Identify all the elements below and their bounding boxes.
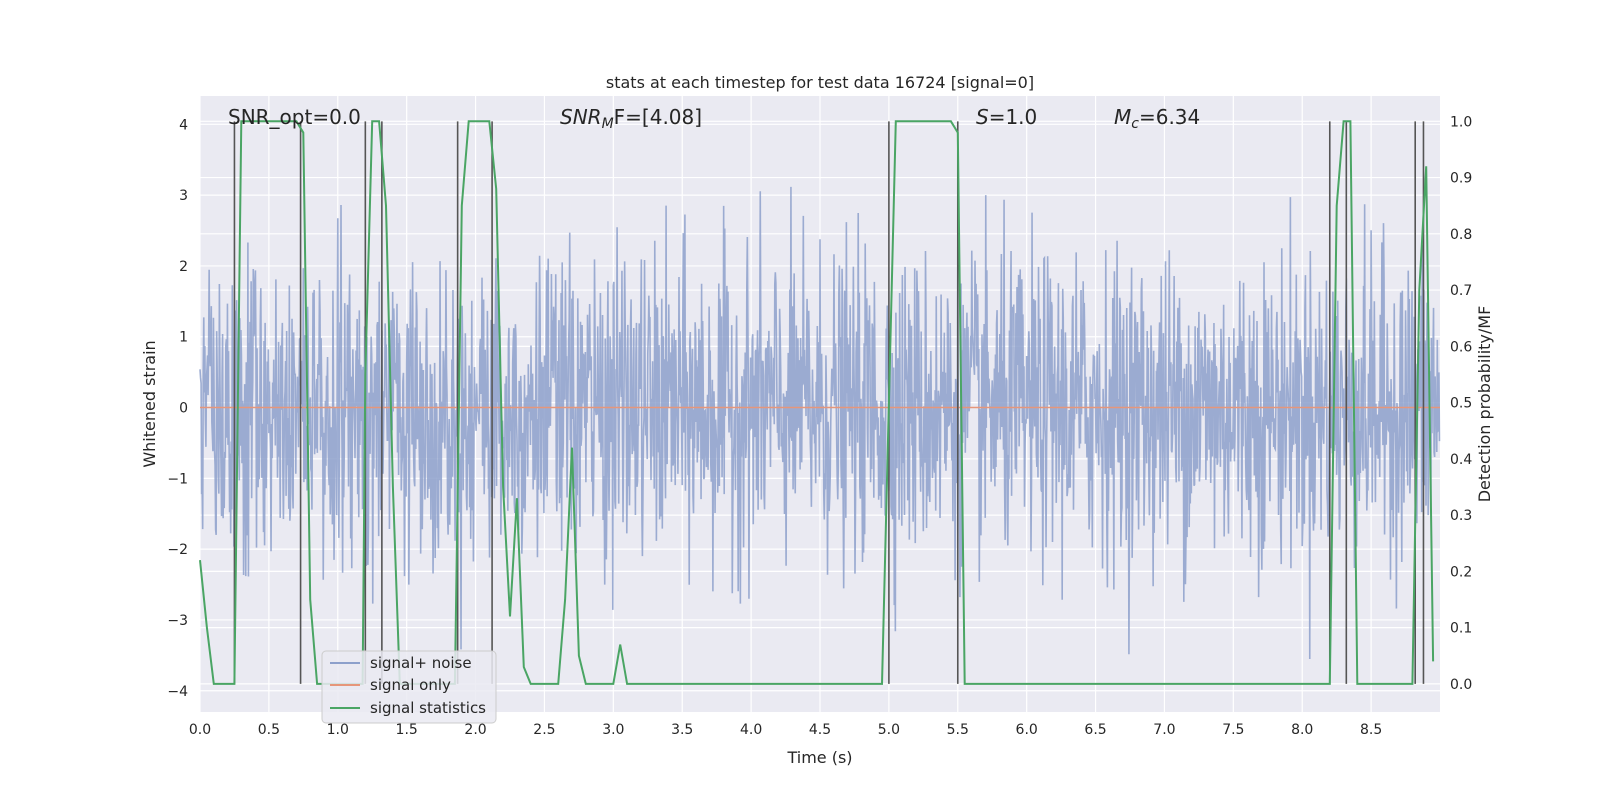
x-tick-3: 1.5 [396, 722, 418, 738]
y-left-tick-1: 3 [179, 188, 188, 204]
y-right-tick-5: 0.5 [1450, 396, 1472, 412]
signal-noise-series [199, 186, 1441, 659]
s-value: =1.0 [989, 105, 1038, 129]
x-tick-14: 7.0 [1153, 722, 1175, 738]
x-tick-15: 7.5 [1222, 722, 1244, 738]
mc-value: =6.34 [1139, 105, 1200, 129]
y-right-tick-7: 0.3 [1450, 508, 1472, 524]
x-tick-8: 4.0 [740, 722, 762, 738]
y-left-tick-3: 1 [179, 330, 188, 346]
x-tick-11: 5.5 [947, 722, 969, 738]
legend-label-signal: signal only [370, 676, 451, 694]
x-tick-6: 3.0 [602, 722, 624, 738]
snr-mf-symbol: SNR [560, 105, 602, 129]
mc-subscript: c [1131, 116, 1139, 132]
x-tick-13: 6.5 [1084, 722, 1106, 738]
x-tick-17: 8.5 [1360, 722, 1382, 738]
y-left-axis-label: Whitened strain [140, 340, 159, 467]
y-right-axis-label: Detection probability/MF [1475, 306, 1494, 503]
legend: signal+ noise signal only signal statist… [321, 650, 497, 724]
y-left-tick-labels: 4 3 2 1 0 −1 −2 −3 −4 [167, 117, 188, 699]
y-left-tick-0: 4 [179, 117, 188, 133]
y-left-tick-8: −4 [167, 684, 188, 700]
x-tick-1: 0.5 [258, 722, 280, 738]
annotation-snr-opt: SNR_opt=0.0 [228, 105, 361, 129]
x-tick-12: 6.0 [1016, 722, 1038, 738]
y-left-tick-4: 0 [179, 401, 188, 417]
y-right-tick-labels: 1.0 0.9 0.8 0.7 0.6 0.5 0.4 0.3 0.2 0.1 0.0 [1450, 114, 1472, 693]
y-right-tick-10: 0.0 [1450, 677, 1472, 693]
y-left-tick-2: 2 [179, 259, 188, 275]
annotation-mc: Mc=6.34 [1114, 105, 1200, 132]
x-tick-0: 0.0 [189, 722, 211, 738]
chart-title: stats at each timestep for test data 167… [606, 73, 1034, 92]
y-right-tick-8: 0.2 [1450, 564, 1472, 580]
y-right-tick-4: 0.6 [1450, 339, 1472, 355]
mc-symbol: M [1114, 105, 1131, 129]
x-tick-labels: 0.0 0.5 1.0 1.5 2.0 2.5 3.0 3.5 4.0 4.5 5.0 5.5 6.0 6… [189, 722, 1382, 738]
s-symbol: S [976, 105, 989, 129]
x-tick-2: 1.0 [327, 722, 349, 738]
y-right-tick-2: 0.8 [1450, 227, 1472, 243]
y-right-tick-0: 1.0 [1450, 114, 1472, 130]
annotation-s: S=1.0 [976, 105, 1037, 129]
legend-label-noise: signal+ noise [370, 654, 472, 672]
x-tick-16: 8.0 [1291, 722, 1313, 738]
snr-mf-value: F=[4.08] [614, 105, 702, 129]
x-tick-4: 2.0 [464, 722, 486, 738]
x-axis-label: Time (s) [786, 748, 852, 767]
y-right-tick-3: 0.7 [1450, 283, 1472, 299]
x-tick-9: 4.5 [809, 722, 831, 738]
legend-label-stats: signal statistics [370, 699, 486, 717]
x-tick-5: 2.5 [533, 722, 555, 738]
legend-box [321, 650, 497, 724]
x-tick-7: 3.5 [671, 722, 693, 738]
annotation-snr-mf: SNRMF=[4.08] [560, 105, 702, 132]
y-right-tick-9: 0.1 [1450, 621, 1472, 637]
y-right-tick-1: 0.9 [1450, 171, 1472, 187]
y-left-tick-5: −1 [167, 471, 188, 487]
y-left-tick-7: −3 [167, 613, 188, 629]
y-left-tick-6: −2 [167, 542, 188, 558]
x-tick-10: 5.0 [878, 722, 900, 738]
snr-mf-subscript: M [602, 116, 614, 132]
y-right-tick-6: 0.4 [1450, 452, 1472, 468]
noise-path [199, 186, 1441, 659]
